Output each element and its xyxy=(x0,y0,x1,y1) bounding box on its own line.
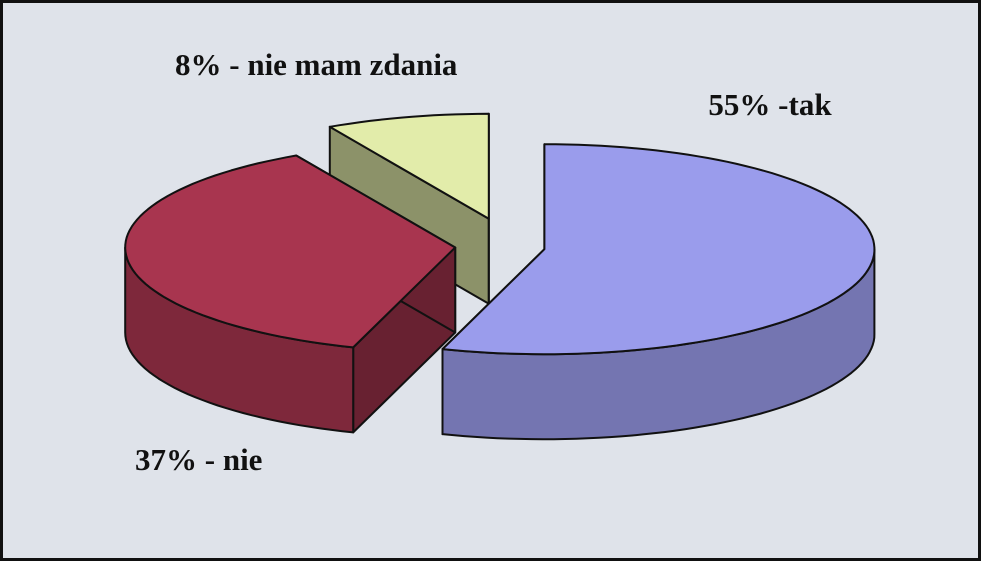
data-label: 55% -tak xyxy=(708,87,832,122)
data-label: 8% - nie mam zdania xyxy=(175,47,458,82)
slice xyxy=(441,143,876,356)
data-label: 37% - nie xyxy=(135,442,262,477)
slice xyxy=(328,112,490,220)
slice xyxy=(124,154,457,349)
